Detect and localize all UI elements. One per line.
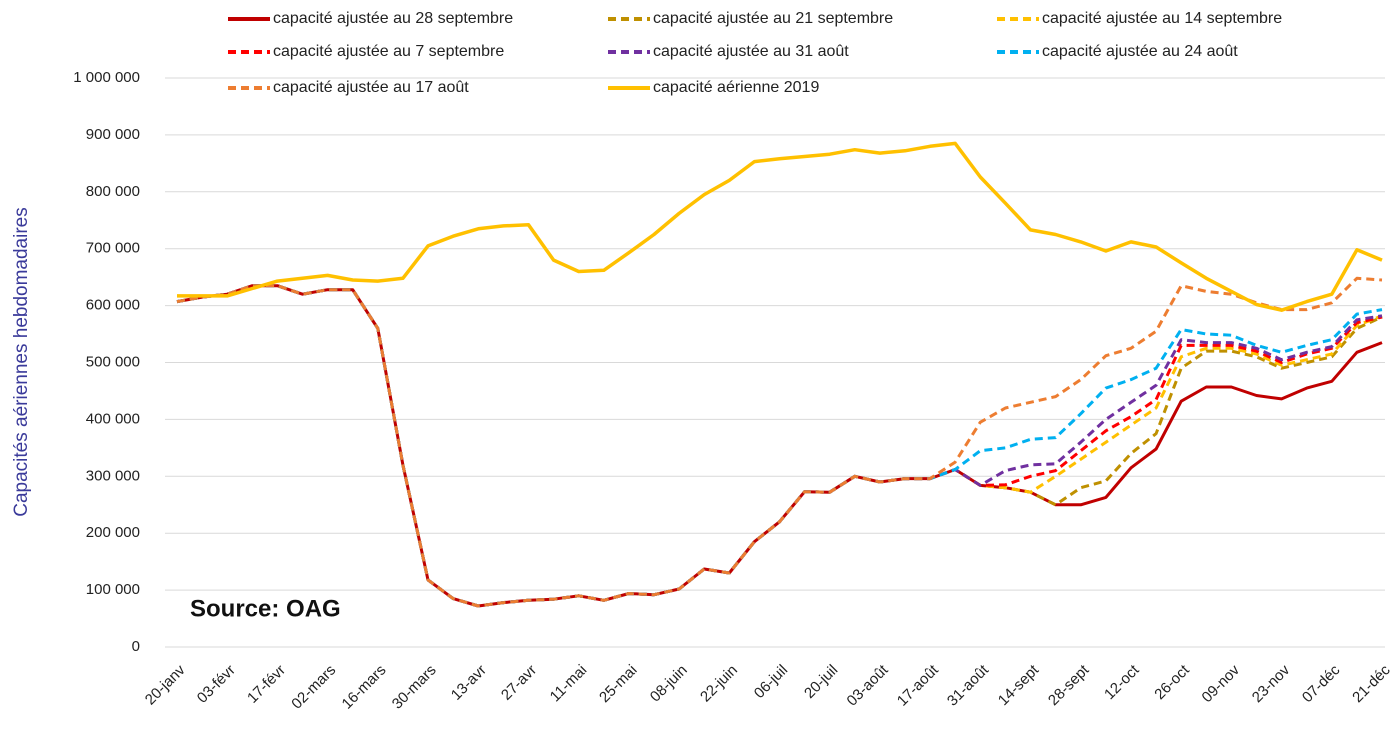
x-tick-label: 30-mars <box>389 662 440 713</box>
legend-label: capacité aérienne 2019 <box>653 79 819 96</box>
legend-label: capacité ajustée au 7 septembre <box>273 43 504 60</box>
x-tick-label: 17-févr <box>244 662 289 707</box>
x-tick-label: 07-déc <box>1299 661 1344 706</box>
annotation: Source: OAG <box>190 595 341 622</box>
y-tick-label: 400 000 <box>86 410 140 427</box>
x-tick-label: 03-févr <box>194 662 239 707</box>
y-tick-label: 700 000 <box>86 240 140 257</box>
legend-label: capacité ajustée au 14 septembre <box>1042 10 1282 27</box>
x-tick-label: 31-août <box>944 661 993 710</box>
x-tick-label: 20-juil <box>801 662 841 702</box>
y-tick-label: 800 000 <box>86 183 140 200</box>
x-tick-label: 26-oct <box>1151 661 1193 703</box>
x-tick-label: 25-mai <box>596 662 640 706</box>
y-tick-label: 200 000 <box>86 524 140 541</box>
legend-label: capacité ajustée au 21 septembre <box>653 10 893 27</box>
y-tick-label: 100 000 <box>86 581 140 598</box>
x-tick-label: 21-déc <box>1349 661 1392 706</box>
x-tick-label: 17-août <box>894 661 943 710</box>
x-tick-label: 12-oct <box>1101 661 1143 703</box>
x-tick-label: 08-juin <box>647 662 691 706</box>
annotation-background <box>166 592 816 628</box>
y-axis-label: Capacités aériennes hebdomadaires <box>11 207 32 516</box>
x-tick-label: 09-nov <box>1199 661 1244 706</box>
y-tick-label: 900 000 <box>86 126 140 143</box>
legend-label: capacité ajustée au 28 septembre <box>273 10 513 27</box>
x-tick-label: 23-nov <box>1249 661 1294 706</box>
y-tick-label: 300 000 <box>86 467 140 484</box>
y-tick-label: 1 000 000 <box>73 69 140 86</box>
x-tick-label: 06-juil <box>751 662 791 702</box>
legend-label: capacité ajustée au 31 août <box>653 43 849 60</box>
x-tick-label: 14-sept <box>995 661 1043 709</box>
x-tick-label: 27-avr <box>498 662 540 704</box>
y-tick-label: 0 <box>132 638 140 655</box>
x-tick-label: 20-janv <box>142 661 189 708</box>
x-tick-label: 22-juin <box>697 662 741 706</box>
series-line <box>176 284 1383 608</box>
y-tick-label: 600 000 <box>86 297 140 314</box>
series-line <box>176 276 1383 608</box>
x-tick-label: 28-sept <box>1045 661 1093 709</box>
x-tick-label: 13-avr <box>448 662 490 704</box>
x-tick-label: 03-août <box>844 661 893 710</box>
x-tick-label: 02-mars <box>288 662 339 713</box>
x-tick-label: 11-mai <box>547 662 591 706</box>
series-line <box>177 141 1383 312</box>
y-tick-label: 500 000 <box>86 353 140 370</box>
legend-label: capacité ajustée au 24 août <box>1042 43 1238 60</box>
legend-label: capacité ajustée au 17 août <box>273 79 469 96</box>
x-tick-label: 16-mars <box>339 662 390 713</box>
